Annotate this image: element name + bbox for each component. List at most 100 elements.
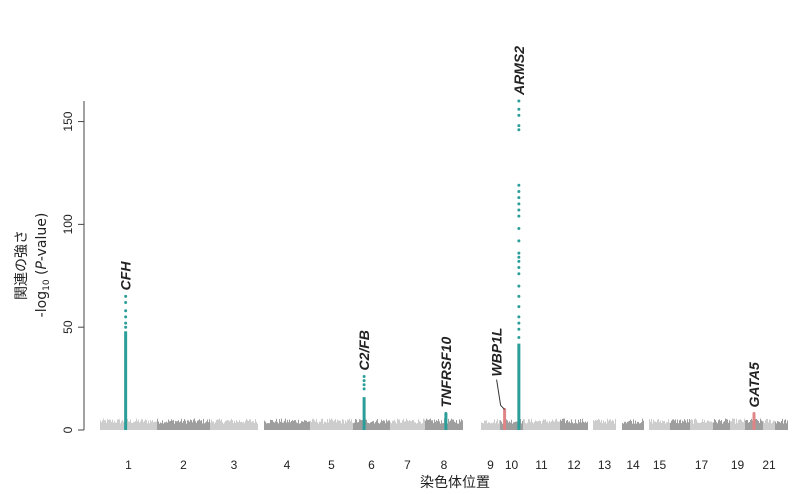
snp-point	[444, 412, 448, 416]
locus-bar	[124, 331, 128, 430]
y-axis-title-p: P	[34, 261, 50, 270]
loci-layer	[124, 99, 756, 430]
y-tick-label-0: 0	[61, 426, 75, 433]
snp-point	[124, 325, 128, 329]
snp-point	[517, 272, 521, 276]
chromosome-band-2	[157, 418, 210, 430]
locus-bar	[752, 413, 756, 430]
snp-point	[517, 255, 521, 259]
gene-label-c2-fb: C2/FB	[356, 330, 372, 370]
y-axis: 0 50 100 150	[61, 101, 85, 433]
locus-bar	[517, 343, 521, 430]
wbp1l-leader-line	[496, 379, 505, 410]
chromosome-band-19	[730, 418, 745, 430]
x-tick-label-11: 11	[535, 458, 548, 472]
gene-labels: CFH C2/FB TNFRSF10 WBP1L ARMS2 GATA5	[118, 46, 762, 410]
gene-label-text: TNFRSF10	[438, 337, 454, 408]
y-tick-label-50: 50	[61, 320, 75, 334]
y-tick-label-100: 100	[61, 214, 75, 234]
snp-point	[517, 335, 521, 339]
x-tick-label-5: 5	[328, 458, 335, 472]
chromosome-band-11	[523, 418, 560, 430]
chromosome-band-22	[775, 418, 788, 430]
x-tick-label-21: 21	[762, 458, 776, 472]
locus-cfh	[124, 294, 128, 430]
snp-point	[124, 315, 128, 319]
background-band	[100, 418, 788, 430]
x-tick-label-4: 4	[284, 458, 291, 472]
y-axis-title-log: -log	[34, 291, 50, 317]
snp-point	[517, 327, 521, 331]
chromosome-band-3	[210, 418, 258, 430]
locus-gata5	[752, 412, 756, 430]
locus-bar	[503, 409, 507, 430]
x-tick-label-17: 17	[695, 458, 709, 472]
snp-point	[124, 321, 128, 325]
x-tick-label-19: 19	[731, 458, 745, 472]
snp-point	[517, 214, 521, 218]
locus-bar	[444, 413, 448, 430]
chromosome-band-16	[670, 419, 690, 430]
snp-point	[517, 113, 521, 117]
x-tick-labels: 1 2 3 4 5 6 7 8 9 10 11 12 13 14 15 17 19 21	[125, 458, 776, 472]
chromosome-band-17	[690, 418, 713, 430]
y-axis-title-suffix: -value)	[34, 213, 50, 261]
y-axis-title-open: (	[34, 270, 50, 280]
gene-label-cfh: CFH	[118, 261, 134, 291]
snp-point	[362, 383, 366, 387]
snp-point	[517, 315, 521, 319]
gene-label-gata5: GATA5	[746, 362, 762, 408]
x-tick-label-7: 7	[404, 458, 411, 472]
snp-point	[517, 239, 521, 243]
snp-point	[517, 128, 521, 132]
chromosome-band-8	[425, 418, 463, 430]
chromosome-band-12	[560, 418, 588, 430]
chromosome-band-7	[390, 418, 425, 430]
x-tick-label-8: 8	[441, 458, 448, 472]
gene-label-text: CFH	[118, 261, 134, 291]
gene-label-text: ARMS2	[511, 46, 527, 96]
snp-point	[362, 375, 366, 379]
chromosome-band-4	[264, 418, 310, 430]
gene-label-wbp1l: WBP1L	[489, 328, 505, 410]
y-axis-title-line1: 関連の強さ	[14, 230, 30, 300]
locus-arms2	[517, 99, 521, 430]
x-tick-label-1: 1	[125, 458, 132, 472]
snp-point	[517, 305, 521, 309]
locus-bar	[362, 397, 366, 430]
x-tick-label-9: 9	[487, 458, 494, 472]
snp-point	[124, 309, 128, 313]
x-tick-label-12: 12	[567, 458, 581, 472]
snp-point	[124, 294, 128, 298]
snp-point	[752, 412, 756, 416]
snp-point	[362, 387, 366, 391]
gene-label-tnfrsf10: TNFRSF10	[438, 337, 454, 408]
x-tick-label-10: 10	[505, 458, 519, 472]
gene-label-arms2: ARMS2	[511, 46, 527, 96]
gene-label-text: GATA5	[746, 362, 762, 408]
chromosome-band-9	[481, 418, 500, 430]
locus-tnfrsf10	[444, 412, 448, 430]
snp-point	[517, 226, 521, 230]
snp-point	[517, 266, 521, 270]
chromosome-band-18	[713, 418, 730, 430]
x-tick-label-15: 15	[653, 458, 667, 472]
snp-point	[517, 208, 521, 212]
chromosome-band-5	[310, 418, 353, 430]
snp-point	[124, 301, 128, 305]
y-axis-title: 関連の強さ -log10 (P-value)	[14, 213, 52, 318]
chromosome-band-14	[622, 418, 644, 430]
y-tick-label-150: 150	[61, 111, 75, 131]
locus-wbp1l	[503, 407, 507, 430]
y-axis-title-sub: 10	[42, 279, 52, 291]
chromosome-band-13	[593, 418, 616, 430]
x-tick-label-6: 6	[368, 458, 375, 472]
snp-point	[517, 99, 521, 103]
snp-point	[517, 107, 521, 111]
snp-point	[517, 202, 521, 206]
snp-point	[517, 124, 521, 128]
snp-point	[517, 259, 521, 263]
chromosome-band-15	[649, 418, 670, 430]
chromosome-band-6	[353, 418, 390, 430]
